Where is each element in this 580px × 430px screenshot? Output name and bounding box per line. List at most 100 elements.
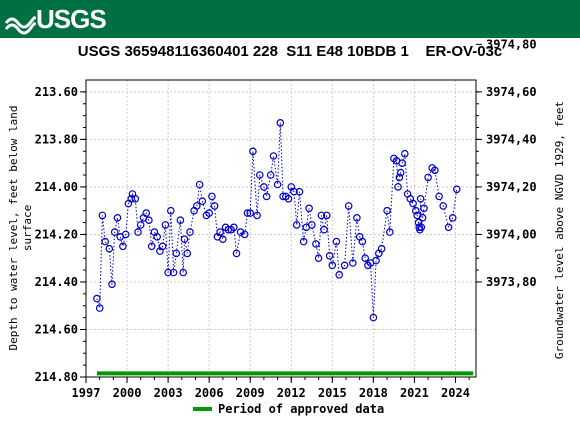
data-point (179, 268, 188, 277)
x-tick-label: 2000 (113, 386, 142, 400)
usgs-logo-icon (4, 16, 36, 35)
y-axis-left-label-line2: surface (21, 205, 34, 251)
data-point (372, 256, 380, 265)
data-point (127, 195, 136, 203)
data-point (232, 249, 241, 258)
data-point (216, 228, 224, 236)
y-left-tick-label: 213.80 (35, 132, 78, 146)
data-point (253, 211, 261, 220)
data-point (290, 187, 298, 196)
data-point (273, 180, 282, 189)
y-axis-left: 213.60 213.80 214.00 214.20 214.40 214.60 214.… (35, 85, 86, 384)
data-point (398, 159, 406, 168)
x-tick-label: 2024 (441, 386, 470, 400)
data-point (110, 228, 119, 236)
data-point (210, 202, 219, 210)
chart-title: USGS 365948116360401 228 S11 E48 10BDB 1… (77, 43, 503, 60)
data-point (108, 280, 116, 289)
y-axis-left-label-line1: Depth to water level, feet below land (7, 105, 20, 350)
data-point (400, 149, 409, 158)
data-point (305, 204, 313, 213)
data-point (284, 195, 293, 203)
data-point (205, 209, 214, 217)
data-point (325, 252, 334, 260)
y-right-tick-label: 3974,00 (486, 227, 537, 241)
y-left-tick-label: 214.40 (35, 275, 78, 289)
data-point (314, 254, 323, 263)
data-point (439, 202, 448, 210)
data-point (317, 211, 326, 220)
legend-label: Period of approved data (218, 402, 384, 416)
data-point (385, 228, 394, 236)
x-tick-label: 2009 (236, 386, 265, 400)
data-point (332, 237, 341, 246)
data-point (164, 268, 172, 277)
data-point (377, 244, 386, 253)
series-line (96, 122, 458, 318)
data-point (240, 230, 249, 239)
data-point (409, 199, 417, 208)
x-tick-label: 2003 (154, 386, 183, 400)
data-point (136, 221, 145, 229)
x-tick-label: 2015 (318, 386, 347, 400)
data-point (105, 244, 114, 253)
data-point (95, 304, 104, 312)
data-point (147, 242, 156, 251)
data-point (93, 294, 101, 303)
data-point (369, 313, 378, 322)
data-point (169, 268, 178, 277)
data-point (348, 259, 357, 267)
data-point (322, 211, 331, 220)
data-point (335, 270, 344, 279)
data-point (394, 183, 402, 191)
y-axis-right: 3974,80 3974,60 3974,40 3974,20 3974,00 3973,… (476, 37, 537, 289)
data-point (172, 249, 181, 258)
data-point (145, 216, 153, 225)
data-point (230, 223, 238, 232)
data-point (353, 214, 361, 222)
y-left-tick-label: 214.20 (35, 227, 78, 241)
x-tick-label: 2012 (277, 386, 306, 400)
y-left-tick-label: 214.80 (35, 370, 78, 384)
data-point (307, 221, 316, 229)
y-right-tick-label: 3974,80 (486, 37, 537, 51)
data-point (153, 233, 162, 241)
legend: Period of approved data (193, 402, 384, 416)
data-point (411, 206, 420, 215)
usgs-logo-text: USGS (36, 4, 107, 34)
data-point (119, 242, 127, 251)
data-point (295, 187, 304, 196)
data-point (98, 211, 107, 220)
plot-frame (85, 79, 477, 378)
y-left-tick-label: 214.00 (35, 180, 78, 194)
data-point (320, 225, 328, 234)
y-right-tick-label: 3973,80 (486, 275, 537, 289)
y-right-tick-label: 3974,60 (486, 85, 537, 99)
data-point (243, 209, 252, 217)
data-point (262, 192, 271, 201)
data-point (183, 249, 192, 258)
series-depth (93, 119, 461, 322)
data-point (416, 195, 425, 203)
y-left-tick-label: 214.60 (35, 322, 78, 336)
data-point (358, 237, 367, 246)
data-point (219, 235, 227, 244)
data-point (158, 242, 167, 251)
data-point (292, 221, 301, 229)
data-point (340, 261, 349, 270)
data-point (208, 192, 216, 201)
data-point (193, 202, 201, 210)
data-point (299, 237, 308, 246)
data-point (176, 216, 185, 225)
data-point (444, 223, 453, 232)
data-point (161, 221, 170, 229)
data-point (101, 237, 110, 246)
data-point (276, 119, 285, 127)
data-point (142, 209, 151, 217)
data-point (383, 206, 391, 215)
data-point (186, 228, 194, 236)
x-tick-label: 2018 (359, 386, 388, 400)
data-point (328, 261, 337, 270)
data-point (448, 214, 457, 222)
